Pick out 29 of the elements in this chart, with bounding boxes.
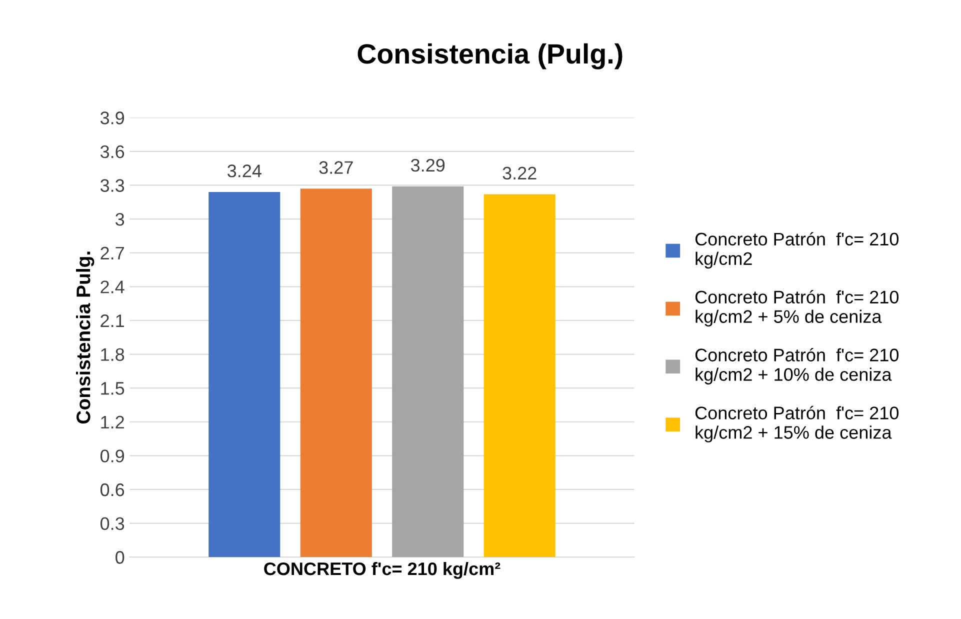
bar (392, 186, 464, 558)
bar (208, 192, 280, 558)
y-tick-label: 0.3 (100, 517, 124, 530)
bar (484, 194, 556, 558)
y-axis-title: Consistencia Pulg. (76, 252, 94, 424)
legend-label: Concreto Patrón f'c= 210 kg/cm2 (695, 232, 899, 269)
legend-label: Concreto Patrón f'c= 210 kg/cm2 + 10% de ceniza (695, 348, 899, 384)
y-tick-label: 3 (116, 212, 124, 226)
y-tick-label: 2.1 (100, 314, 124, 327)
data-label: 3.24 (228, 164, 262, 178)
bar (300, 188, 372, 558)
y-tick-label: 1.2 (101, 416, 124, 428)
chart-title: Consistencia (Pulg.) (358, 43, 622, 70)
y-tick-label: 0 (116, 551, 124, 564)
legend-label: Concreto Patrón f'c= 210 kg/cm2 + 15% de ceniza (695, 406, 899, 442)
y-tick-label: 2.4 (100, 280, 124, 294)
data-label: 3.29 (410, 158, 445, 172)
legend-label: Concreto Patrón f'c= 210 kg/cm2 + 5% de ceniza (695, 290, 899, 327)
y-tick-label: 1.8 (101, 348, 124, 361)
y-tick-label: 1.5 (101, 382, 124, 395)
y-tick-label: 3.6 (100, 145, 124, 158)
y-tick-label: 0.9 (100, 450, 124, 462)
data-label: 3.22 (502, 166, 536, 180)
y-tick-label: 3.9 (100, 112, 124, 124)
x-tick-label: CONCRETO f'c= 210 kg/cm² (264, 562, 500, 579)
y-tick-label: 3.3 (100, 179, 124, 192)
y-tick-label: 2.7 (100, 246, 124, 260)
data-label: 3.27 (319, 161, 353, 174)
y-tick-label: 0.6 (100, 483, 124, 496)
